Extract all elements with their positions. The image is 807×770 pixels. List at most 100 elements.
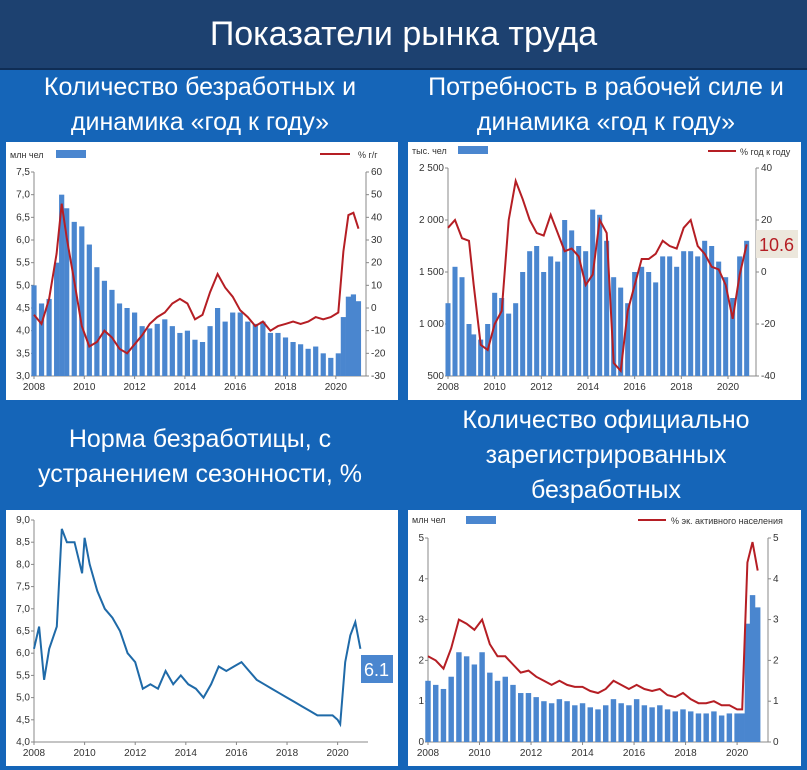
y-tick-label-left: 6,0 [16,648,30,659]
x-tick-label: 2008 [23,748,46,759]
bar [64,208,70,376]
page-title: Показатели рынка труда [209,14,598,53]
x-tick-label: 2018 [670,382,693,393]
bar [463,656,470,742]
bar [169,326,175,376]
bar [267,332,274,376]
y-tick-label-left: 4,5 [16,715,30,726]
bar [230,312,236,376]
y-tick-label-left: 2 000 [419,215,444,226]
y-tick-label-left: 7,0 [16,190,30,201]
bar [597,214,603,376]
x-tick-label: 2010 [468,748,491,759]
y-tick-label-right: 0 [371,303,377,314]
y-tick-label-right: 20 [371,258,383,269]
bar [207,326,213,376]
x-tick-label: 2012 [123,382,146,393]
bar [298,344,304,376]
bar [147,328,153,376]
bar [534,246,540,376]
bar [305,348,311,376]
bar [569,230,575,376]
bar [355,301,362,376]
chart-panel-2: тыс. чел % год к году 500 1 000 1 500 2 000… [408,142,801,400]
bar [282,337,289,376]
bar [527,251,533,376]
bar [445,303,451,376]
bar [744,240,750,376]
bar [502,676,508,742]
x-tick-label: 2010 [73,748,96,759]
x-tick-label: 2018 [274,382,297,393]
bar [290,342,296,376]
bar [456,652,462,742]
bar [116,303,123,376]
x-tick-label: 2016 [623,748,646,759]
x-tick-label: 2020 [327,748,350,759]
y-tick-label-right: 2 [773,655,779,666]
bar [192,339,198,376]
bar [603,705,609,742]
panel-1-title-line1: Количество безработных и [43,73,357,101]
bar [604,240,610,376]
panel-1-title-line2: динамика «год к году» [70,108,330,136]
bar [46,298,52,376]
panel-2-title: Потребность в рабочей силе и динамика «г… [405,70,807,140]
y-tick-label-left: 6,5 [16,212,30,223]
chart-panel-3: 4,0 4,5 5,0 5,5 6,0 6,5 7,0 7,5 8,0 8,5 9,0 2008 201… [6,510,398,766]
x-tick-label: 2010 [484,382,507,393]
x-tick-label: 2014 [174,382,197,393]
y-tick-label-left: 3,0 [16,371,30,382]
y-tick-label-left: 8,5 [16,537,30,548]
y-tick-label-right: -30 [371,371,386,382]
series-line [33,203,360,355]
bar [466,324,472,376]
bar [657,705,663,742]
bar [649,707,655,742]
bar [548,703,555,742]
x-tick-label: 2014 [577,382,600,393]
y-tick-label-left: 7,0 [16,604,30,615]
bar [345,296,351,376]
bar [494,680,501,742]
panel-3-title-line1: Норма безработицы, с [68,425,332,453]
x-tick-label: 2008 [417,748,440,759]
x-tick-label: 2014 [175,748,198,759]
x-tick-label: 2016 [624,382,647,393]
bar [583,251,589,376]
header: Показатели рынка труда [0,0,807,70]
y-tick-label-right: 0 [761,267,767,278]
bar [335,353,341,376]
bar [320,353,326,376]
bar [440,688,447,742]
bar [520,272,526,376]
bar [199,342,206,376]
x-tick-label: 2018 [276,748,299,759]
y-tick-label-left: 1 000 [419,319,444,330]
legend-bar-swatch [458,146,488,154]
series-line [33,528,362,728]
panel-3-title: Норма безработицы, с устранением сезонно… [0,422,400,492]
bar [660,256,666,376]
y-tick-label-left: 5 [418,533,424,544]
y-tick-label-right: 60 [371,167,383,178]
bar [633,699,640,742]
y-tick-label-left: 4,0 [16,737,30,748]
bar [749,595,756,742]
x-tick-label: 2020 [325,382,348,393]
bar [184,330,191,376]
x-tick-label: 2012 [520,748,543,759]
y-tick-label-right: -10 [371,326,386,337]
x-tick-label: 2020 [717,382,740,393]
bar [681,251,687,376]
x-tick-label: 2018 [674,748,697,759]
legend-bar-swatch [56,150,86,158]
y-tick-label-left: 4,0 [16,326,30,337]
bar [510,684,516,742]
bar [479,652,485,742]
bar [716,261,722,376]
bar [79,226,85,376]
bar [71,221,77,376]
panel-4-title-line2: зарегистрированных [485,441,727,469]
y-tick-label-left: 2 500 [419,163,444,174]
